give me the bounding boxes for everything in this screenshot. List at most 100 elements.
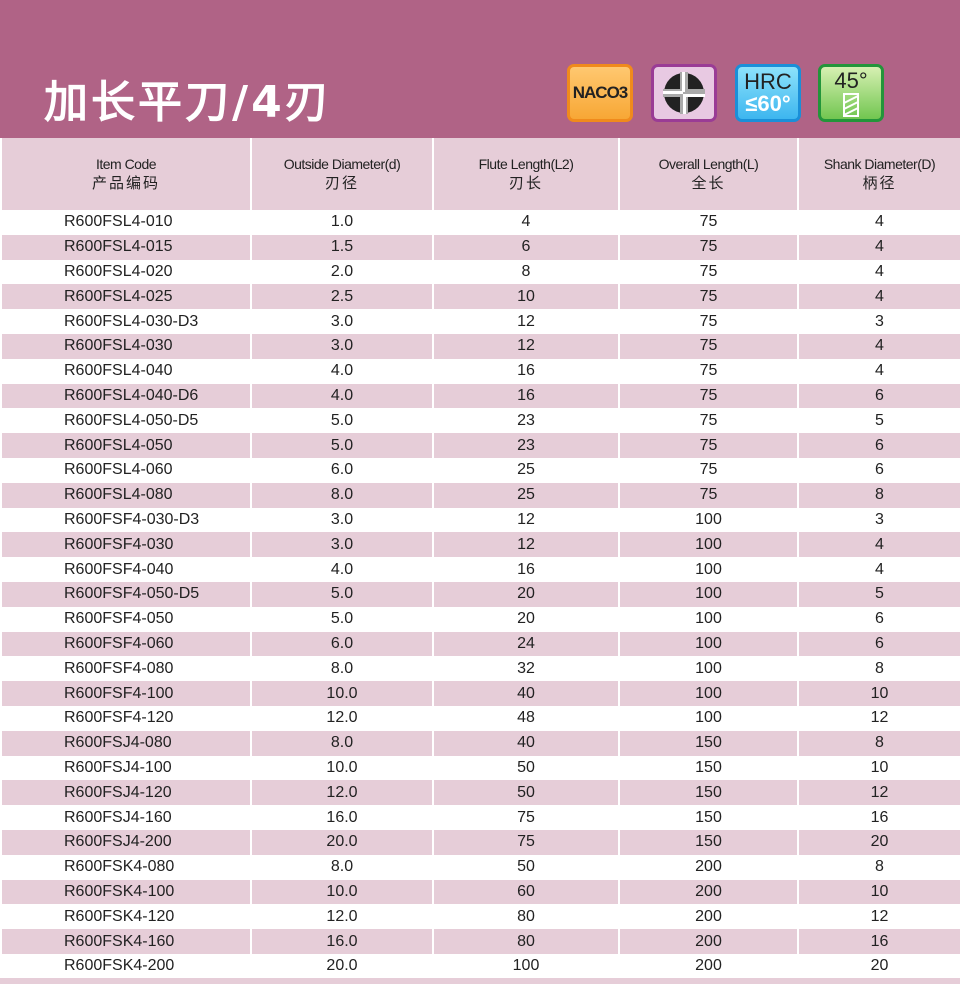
outside-diameter: 16.0 [250,805,434,830]
overall-length: 75 [618,358,799,384]
outside-diameter: 5.0 [250,408,434,434]
column-header-en: Outside Diameter(d) [283,156,401,172]
shank-diameter: 5 [797,581,960,607]
flute-length: 32 [432,656,620,682]
item-code: R600FSL4-020 [0,259,252,285]
item-code: R600FSF4-060 [0,631,252,657]
outside-diameter: 8.0 [250,482,434,508]
helix-angle-label: 45° [834,68,868,93]
table-row: R600FSL4-040 4.0 16 75 4 [0,358,960,384]
item-code: R600FSF4-120 [0,705,252,731]
overall-length: 75 [618,383,799,409]
table-row: R600FSK4-160 16.0 80 200 16 [0,929,960,954]
outside-diameter: 3.0 [250,333,434,359]
table-row: R600FSF4-030 3.0 12 100 4 [0,532,960,558]
outside-diameter: 8.0 [250,730,434,756]
table-row: R600FSL4-080 8.0 25 75 8 [0,482,960,508]
table-row: R600FSL4-040-D6 4.0 16 75 6 [0,383,960,409]
overall-length: 150 [618,829,799,855]
column-header-en: Flute Length(L2) [478,156,574,172]
overall-length: 200 [618,929,799,954]
table-row: R600FSL4-025 2.5 10 75 4 [0,284,960,310]
flute-length: 8 [432,259,620,285]
item-code: R600FSF4-050-D5 [0,581,252,607]
flute-length: 50 [432,780,620,806]
flute-length: 50 [432,854,620,880]
table-row: R600FSL4-020 2.0 8 75 4 [0,259,960,285]
table-row: R600FSF4-060 6.0 24 100 6 [0,631,960,657]
page-title: 加长平刀/4刃 [44,77,332,128]
flute-length: 80 [432,904,620,930]
outside-diameter: 4.0 [250,358,434,384]
flute-length: 25 [432,457,620,483]
shank-diameter: 4 [797,333,960,359]
outside-diameter: 3.0 [250,532,434,558]
table-row: R600FSF4-050 5.0 20 100 6 [0,606,960,632]
flute-length: 23 [432,433,620,458]
item-code: R600FSJ4-200 [0,829,252,855]
column-header-en: Item Code [95,156,157,172]
hrc-value: ≤60° [745,91,791,116]
flute-length: 12 [432,309,620,334]
outside-diameter: 3.0 [250,507,434,533]
item-code: R600FSL4-025 [0,284,252,310]
overall-length: 100 [618,606,799,632]
item-code: R600FSJ4-100 [0,755,252,781]
column-header-zh: 全长 [691,175,726,192]
product-table: Item Code 产品编码 Outside Diameter(d) 刃径 Flute … [0,138,960,979]
column-header-zh: 刃长 [508,175,543,192]
item-code: R600FSF4-030-D3 [0,507,252,533]
flute-length: 12 [432,507,620,533]
item-code: R600FSK4-080 [0,854,252,880]
outside-diameter: 10.0 [250,681,434,706]
outside-diameter: 8.0 [250,854,434,880]
column-header: Shank Diameter(D) 柄径 [797,138,960,210]
flute-length: 50 [432,755,620,781]
column-header-en: Shank Diameter(D) [823,156,936,172]
outside-diameter: 5.0 [250,433,434,458]
column-header: Item Code 产品编码 [0,138,252,210]
outside-diameter: 1.5 [250,234,434,260]
hrc-label: HRC [744,69,792,94]
outside-diameter: 4.0 [250,383,434,409]
flute-length: 75 [432,829,620,855]
item-code: R600FSL4-040 [0,358,252,384]
item-code: R600FSF4-050 [0,606,252,632]
helix-angle-icon [843,93,859,117]
table-row: R600FSL4-050-D5 5.0 23 75 5 [0,408,960,434]
table-row: R600FSL4-050 5.0 23 75 6 [0,433,960,458]
shank-diameter: 6 [797,606,960,632]
overall-length: 75 [618,309,799,334]
table-row: R600FSL4-015 1.5 6 75 4 [0,234,960,260]
shank-diameter: 5 [797,408,960,434]
flute-length: 16 [432,383,620,409]
flute-length: 12 [432,333,620,359]
overall-length: 200 [618,854,799,880]
shank-diameter: 8 [797,656,960,682]
shank-diameter: 4 [797,210,960,235]
item-code: R600FSJ4-080 [0,730,252,756]
item-code: R600FSL4-060 [0,457,252,483]
overall-length: 75 [618,482,799,508]
overall-length: 150 [618,755,799,781]
overall-length: 75 [618,457,799,483]
outside-diameter: 4.0 [250,557,434,582]
item-code: R600FSK4-100 [0,879,252,905]
column-header: Flute Length(L2) 刃长 [432,138,620,210]
item-code: R600FSJ4-120 [0,780,252,806]
table-row: R600FSL4-060 6.0 25 75 6 [0,457,960,483]
shank-diameter: 12 [797,904,960,930]
overall-length: 100 [618,656,799,682]
shank-diameter: 6 [797,457,960,483]
column-header-zh: 柄径 [862,175,897,192]
table-continuation [0,978,960,984]
outside-diameter: 10.0 [250,755,434,781]
overall-length: 150 [618,780,799,806]
overall-length: 200 [618,879,799,905]
column-header: Outside Diameter(d) 刃径 [250,138,434,210]
table-row: R600FSJ4-120 12.0 50 150 12 [0,780,960,806]
item-code: R600FSL4-015 [0,234,252,260]
overall-length: 100 [618,557,799,582]
overall-length: 75 [618,210,799,235]
outside-diameter: 2.0 [250,259,434,285]
